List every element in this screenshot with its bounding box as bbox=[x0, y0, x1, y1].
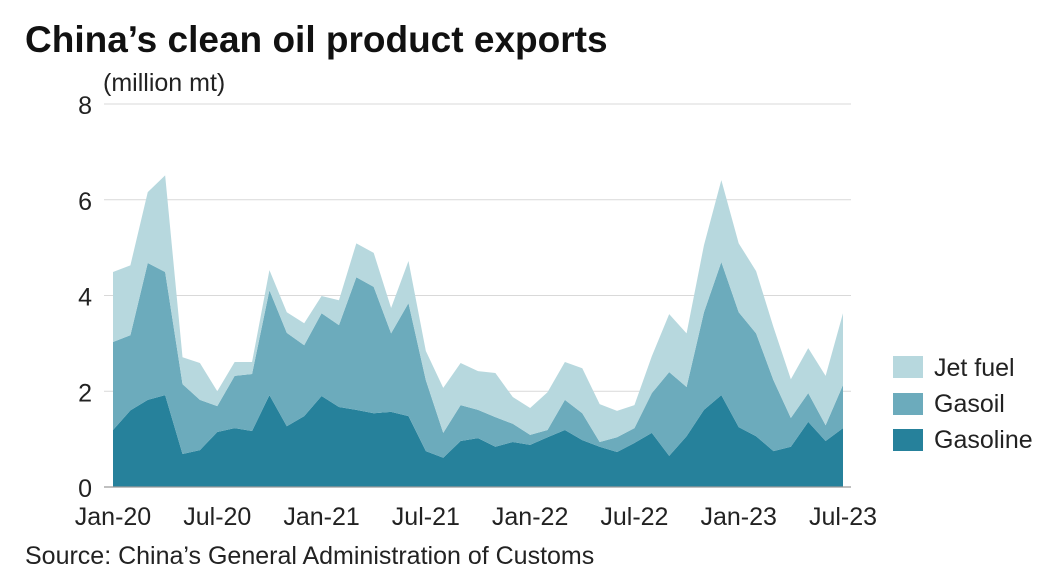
chart-title: China’s clean oil product exports bbox=[25, 19, 608, 60]
plot-areas bbox=[113, 175, 843, 487]
y-tick-labels: 0 2 4 6 8 bbox=[78, 92, 92, 503]
x-tick-label-jul-23: Jul-23 bbox=[809, 503, 877, 531]
x-tick-label-jul-22: Jul-22 bbox=[600, 503, 668, 531]
x-tick-label-jan-22: Jan-22 bbox=[492, 503, 568, 531]
y-tick-label-8: 8 bbox=[78, 92, 92, 120]
legend-item-jet-fuel: Jet fuel bbox=[893, 354, 1015, 382]
x-tick-label-jan-21: Jan-21 bbox=[283, 503, 359, 531]
y-tick-label-6: 6 bbox=[78, 188, 92, 216]
area-jet-fuel bbox=[113, 175, 843, 442]
area-gasoil bbox=[113, 261, 843, 458]
y-tick-label-2: 2 bbox=[78, 379, 92, 407]
y-tick-label-4: 4 bbox=[78, 284, 92, 312]
area-gasoline bbox=[113, 395, 843, 487]
legend-label-jet-fuel: Jet fuel bbox=[934, 354, 1015, 382]
legend-label-gasoline: Gasoline bbox=[934, 426, 1033, 454]
y-axis-label: (million mt) bbox=[103, 69, 225, 97]
legend-item-gasoil: Gasoil bbox=[893, 390, 1005, 418]
x-tick-label-jan-20: Jan-20 bbox=[75, 503, 151, 531]
legend-swatch-jet-fuel bbox=[893, 356, 923, 378]
legend: Jet fuel Gasoil Gasoline bbox=[893, 354, 1033, 454]
y-tick-label-0: 0 bbox=[78, 475, 92, 503]
legend-swatch-gasoline bbox=[893, 429, 923, 451]
x-tick-label-jul-21: Jul-21 bbox=[392, 503, 460, 531]
legend-swatch-gasoil bbox=[893, 393, 923, 415]
x-tick-label-jan-23: Jan-23 bbox=[700, 503, 776, 531]
x-tick-label-jul-20: Jul-20 bbox=[183, 503, 251, 531]
legend-label-gasoil: Gasoil bbox=[934, 390, 1005, 418]
source-note: Source: China’s General Administration o… bbox=[25, 542, 594, 570]
x-tick-labels: Jan-20 Jul-20 Jan-21 Jul-21 Jan-22 Jul-22 Jan-… bbox=[75, 503, 877, 531]
legend-item-gasoline: Gasoline bbox=[893, 426, 1033, 454]
